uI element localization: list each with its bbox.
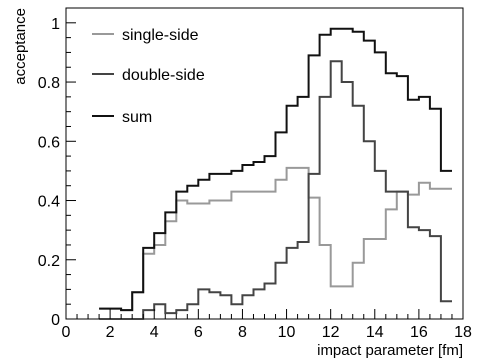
plot-frame [65, 7, 464, 320]
legend: single-side double-side sum [92, 27, 205, 126]
x-tick-label: 8 [238, 324, 247, 341]
legend-label-single-side: single-side [122, 27, 199, 44]
x-tick-label: 6 [194, 324, 203, 341]
series-line-sum [99, 27, 452, 312]
y-axis-title: acceptance [12, 8, 29, 85]
x-axis-title: impact parameter [fm] [317, 342, 463, 359]
x-tick-label: 14 [366, 324, 384, 341]
x-tick-label: 12 [322, 324, 340, 341]
x-tick-label: 0 [62, 324, 71, 341]
series-layer [99, 27, 452, 320]
x-tick-label: 10 [278, 324, 296, 341]
legend-label-double-side: double-side [122, 67, 205, 84]
x-tick-label: 4 [150, 324, 159, 341]
legend-label-sum: sum [122, 109, 152, 126]
x-tick-label: 2 [106, 324, 115, 341]
axes-layer: 0 2 4 6 8 10 12 14 16 18 0 0.2 0.4 0.6 0.8 1 [38, 7, 472, 341]
series-line-double-side [99, 60, 452, 320]
y-tick-label: 0 [51, 312, 60, 329]
y-tick-label: 0.6 [38, 134, 60, 151]
x-tick-label: 16 [410, 324, 428, 341]
x-tick-label: 18 [454, 324, 472, 341]
y-tick-label: 0.8 [38, 75, 60, 92]
y-tick-label: 0.4 [38, 194, 60, 211]
series-line-single-side [99, 166, 452, 312]
y-tick-label: 1 [51, 16, 60, 33]
y-tick-label: 0.2 [38, 253, 60, 270]
